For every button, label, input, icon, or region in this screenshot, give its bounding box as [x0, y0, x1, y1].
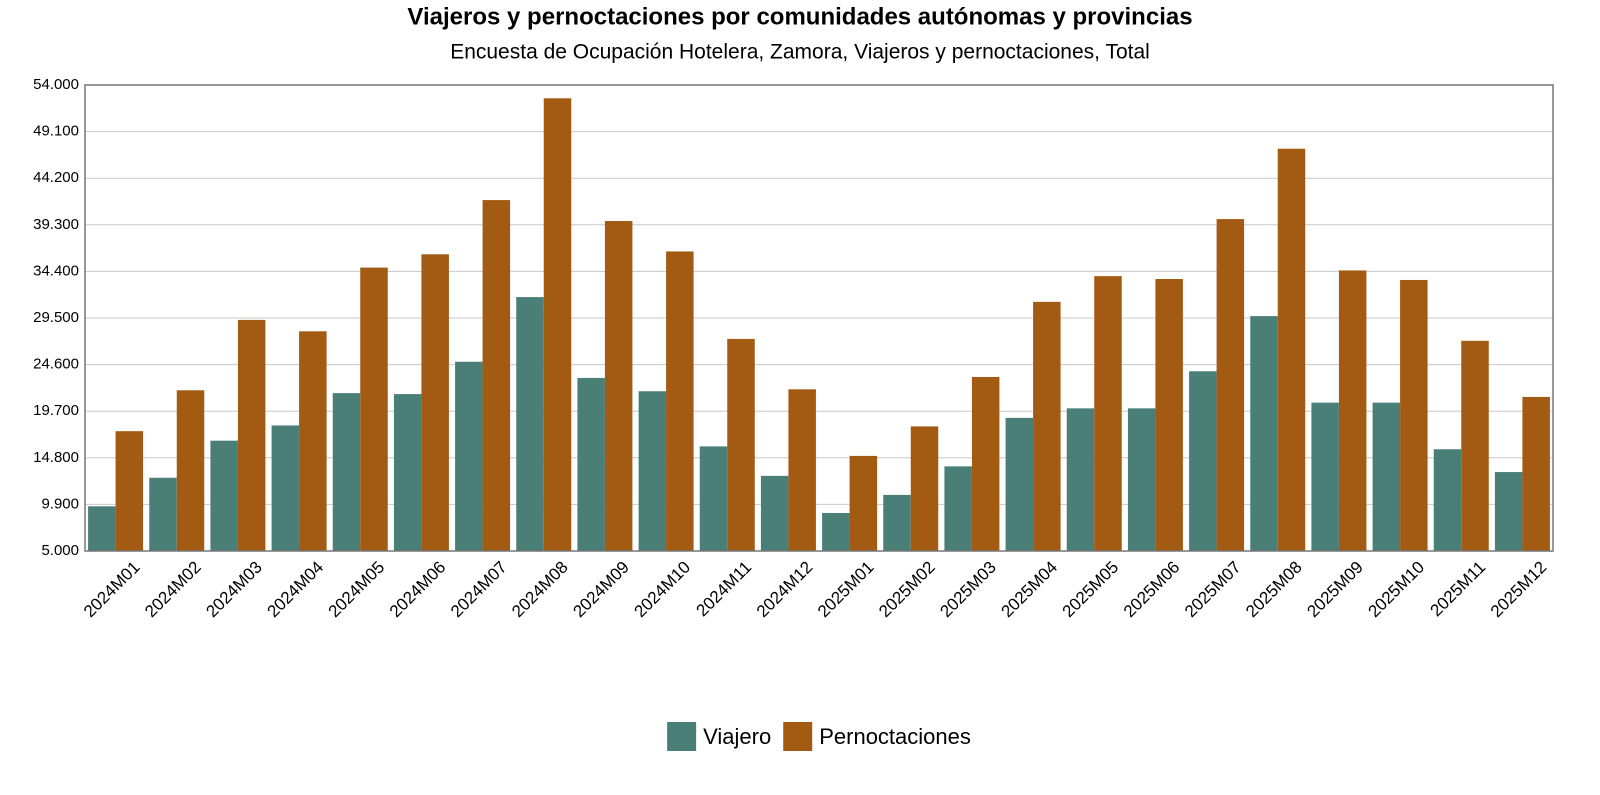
bar	[1155, 279, 1183, 551]
bar	[1277, 148, 1306, 551]
bar	[1522, 396, 1550, 551]
x-tick-label: 2025M11	[1427, 558, 1490, 621]
bar	[1005, 417, 1034, 551]
bar	[543, 98, 572, 552]
x-tick-label: 2024M08	[508, 558, 572, 622]
bar	[237, 319, 266, 551]
bar	[1400, 279, 1428, 551]
bar	[883, 494, 911, 551]
x-tick-label: 2024M12	[753, 558, 817, 622]
chart-title: Viajeros y pernoctaciones por comunidade…	[407, 3, 1192, 30]
bar	[1311, 402, 1339, 551]
x-tick-label: 2025M10	[1365, 558, 1429, 622]
x-tick-label: 2025M08	[1242, 558, 1306, 622]
bar	[849, 455, 878, 551]
y-tick-label: 9.900	[41, 495, 79, 512]
y-tick-label: 19.700	[33, 402, 79, 419]
legend-label: Pernoctaciones	[819, 724, 971, 749]
chart-subtitle: Encuesta de Ocupación Hotelera, Zamora, …	[450, 41, 1150, 64]
bar	[1033, 301, 1061, 551]
bar	[910, 426, 939, 551]
x-tick-label: 2024M03	[202, 558, 266, 622]
bar	[1461, 340, 1489, 551]
bar	[1216, 219, 1245, 551]
x-tick-label: 2025M09	[1303, 558, 1367, 622]
x-tick-label: 2024M07	[447, 558, 511, 622]
y-tick-label: 54.000	[33, 76, 79, 93]
bar	[788, 389, 816, 551]
legend-label: Viajero	[703, 724, 771, 749]
x-tick-label: 2024M06	[386, 558, 450, 622]
bar	[88, 506, 116, 551]
bar	[944, 466, 972, 551]
bar	[1094, 276, 1122, 551]
x-tick-label: 2025M07	[1181, 558, 1245, 622]
legend-swatch	[667, 722, 697, 751]
legend: Viajero Pernoctaciones	[667, 722, 971, 751]
y-tick-label: 24.600	[33, 356, 79, 373]
y-tick-label: 29.500	[33, 309, 79, 326]
x-tick-label: 2025M01	[814, 558, 878, 622]
x-tick-label: 2024M09	[569, 558, 633, 622]
bar	[1433, 449, 1462, 551]
bar	[666, 251, 694, 551]
x-tick-label: 2025M12	[1487, 558, 1551, 622]
x-tick-label: 2024M05	[325, 558, 389, 622]
legend-swatch	[783, 722, 813, 751]
y-tick-label: 5.000	[41, 542, 79, 559]
y-tick-label: 49.100	[33, 123, 79, 140]
bar	[176, 390, 205, 551]
bar	[699, 446, 728, 551]
x-tick-label: 2025M02	[875, 558, 939, 622]
bar	[271, 425, 300, 551]
x-tick-label: 2024M02	[141, 558, 205, 622]
x-tick-label: 2025M03	[936, 558, 1000, 622]
y-tick-label: 34.400	[33, 262, 79, 279]
bar	[1066, 408, 1095, 551]
x-tick-label: 2025M04	[998, 558, 1062, 622]
bar	[455, 361, 483, 551]
y-tick-label: 39.300	[33, 216, 79, 233]
x-tick-label: 2025M05	[1059, 558, 1123, 622]
bar	[1127, 408, 1156, 551]
bar	[1372, 402, 1401, 551]
bar	[760, 475, 789, 551]
bar	[1338, 270, 1367, 551]
bar	[1250, 316, 1278, 551]
bar	[115, 431, 144, 551]
bar	[360, 267, 388, 551]
x-tick-label: 2024M01	[80, 558, 144, 622]
bar	[210, 440, 238, 551]
plot-frame	[84, 84, 1554, 552]
bar	[822, 512, 850, 551]
x-tick-label: 2024M11	[693, 558, 756, 621]
bar	[421, 254, 449, 552]
bar	[727, 338, 755, 551]
y-tick-label: 14.800	[33, 449, 79, 466]
x-tick-label: 2025M06	[1120, 558, 1184, 622]
bar	[299, 331, 327, 551]
bar	[332, 393, 361, 551]
bar	[149, 477, 177, 551]
bar	[604, 220, 633, 552]
bar	[971, 376, 1000, 551]
x-tick-label: 2024M04	[264, 558, 328, 622]
bar	[638, 391, 667, 551]
bar	[393, 394, 422, 551]
y-tick-label: 44.200	[33, 169, 79, 186]
bar	[482, 200, 511, 551]
bar	[1189, 371, 1217, 551]
x-tick-label: 2024M10	[631, 558, 695, 622]
bar	[577, 377, 605, 551]
bar	[516, 297, 544, 551]
bar	[1494, 472, 1523, 551]
